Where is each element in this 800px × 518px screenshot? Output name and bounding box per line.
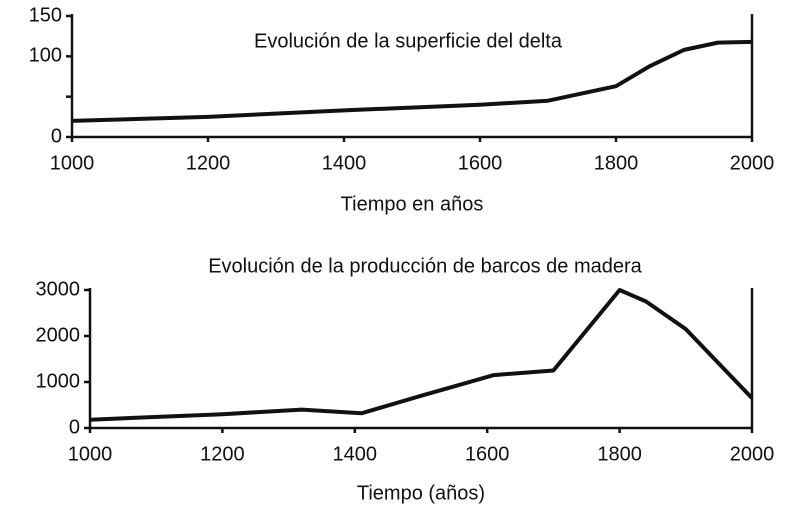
y-tick-label: 0 <box>51 125 62 147</box>
y-tick-label: 0 <box>69 416 80 438</box>
chart-title: Evolución de la superficie del delta <box>254 30 563 52</box>
data-line <box>71 39 753 123</box>
x-tick-label: 1800 <box>594 152 639 174</box>
data-line <box>89 288 754 422</box>
x-axis-label: Tiempo en años <box>341 193 484 215</box>
y-tick-label: 150 <box>29 4 62 26</box>
x-tick-label: 1000 <box>50 152 95 174</box>
y-tick-label: 1000 <box>36 370 81 392</box>
x-tick-label: 1000 <box>68 443 113 465</box>
x-tick-label: 2000 <box>730 152 775 174</box>
x-tick-label: 2000 <box>730 443 775 465</box>
x-tick-label: 1400 <box>322 152 367 174</box>
y-tick-label: 3000 <box>36 278 81 300</box>
x-tick-label: 1800 <box>597 443 642 465</box>
chart-title: Evolución de la producción de barcos de … <box>208 255 642 277</box>
y-tick-label: 100 <box>29 45 62 67</box>
x-tick-label: 1400 <box>333 443 378 465</box>
x-tick-label: 1600 <box>458 152 503 174</box>
y-tick-label: 2000 <box>36 324 81 346</box>
x-axis-label: Tiempo (años) <box>357 482 485 504</box>
x-tick-label: 1200 <box>200 443 245 465</box>
x-tick-label: 1200 <box>186 152 231 174</box>
x-tick-label: 1600 <box>465 443 510 465</box>
